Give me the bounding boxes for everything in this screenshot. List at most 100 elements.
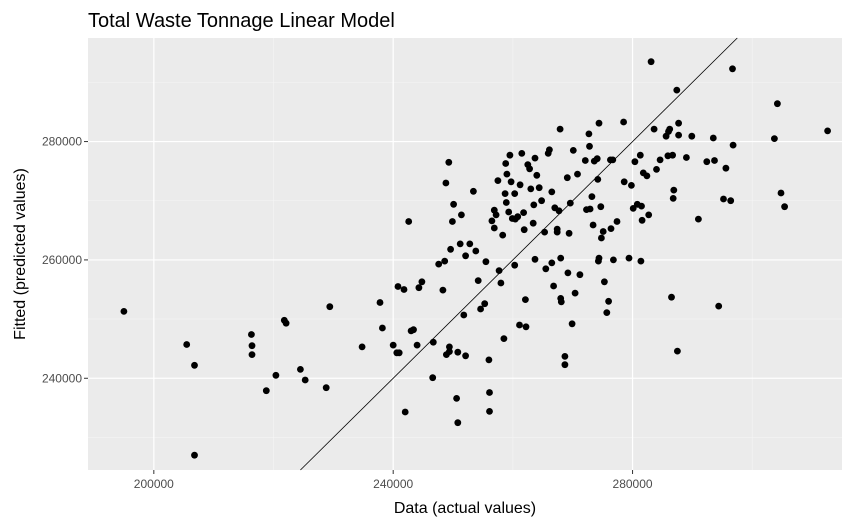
data-point [781,203,788,210]
data-point [414,342,421,349]
data-point [435,261,442,268]
data-point [557,255,564,262]
data-point [715,303,722,310]
data-point [379,325,386,332]
data-point [532,155,539,162]
data-point [410,326,417,333]
data-point [556,207,563,214]
data-point [419,278,426,285]
data-point [457,241,464,248]
data-point [596,120,603,127]
data-point [574,171,581,178]
data-point [632,158,639,165]
data-point [440,287,447,294]
data-point [548,189,555,196]
data-point [565,270,572,277]
data-point [526,165,533,172]
data-point [639,217,646,224]
chart-title: Total Waste Tonnage Linear Model [88,10,395,32]
data-point [507,152,514,159]
data-point [390,342,397,349]
data-point [491,225,498,232]
data-point [450,201,457,208]
data-point [429,374,436,381]
data-point [564,174,571,181]
data-point [248,331,255,338]
data-point [359,344,366,351]
data-point [626,255,633,262]
data-point [483,258,490,265]
data-point [538,197,545,204]
data-point [521,226,528,233]
data-point [824,127,831,134]
data-point [511,262,518,269]
data-point [430,339,437,346]
data-point [401,286,408,293]
data-point [458,212,465,219]
data-point [530,202,537,209]
data-point [688,133,695,140]
data-point [600,228,607,235]
data-point [462,352,469,359]
data-point [628,182,635,189]
data-point [416,284,423,291]
data-point [517,181,524,188]
data-point [653,166,660,173]
data-point [727,197,734,204]
data-point [516,322,523,329]
data-point [489,218,496,225]
data-point [454,349,461,356]
data-point [533,172,540,179]
data-point [472,248,479,255]
data-point [445,159,452,166]
data-point [503,199,510,206]
data-point [577,271,584,278]
data-point [644,173,651,180]
data-point [582,157,589,164]
data-point [508,178,515,185]
data-point [670,195,677,202]
data-point [502,160,509,167]
data-point [542,265,549,272]
data-point [518,150,525,157]
data-point [572,290,579,297]
data-point [191,362,198,369]
x-axis-ticks: 200000 240000 280000 [134,470,653,491]
data-point [675,120,682,127]
data-point [587,206,594,213]
data-point [191,452,198,459]
data-point [590,222,597,229]
x-tick-label: 200000 [134,477,174,491]
data-point [558,299,565,306]
data-point [249,351,256,358]
data-point [729,65,736,72]
x-axis-title: Data (actual values) [394,500,536,517]
data-point [603,309,610,316]
data-point [475,277,482,284]
data-point [495,177,502,184]
data-point [586,131,593,138]
data-point [481,300,488,307]
data-point [446,344,453,351]
data-point [502,190,509,197]
data-point [297,366,304,373]
data-point [670,187,677,194]
data-point [610,257,617,264]
data-point [505,209,512,216]
data-point [522,296,529,303]
data-point [466,241,473,248]
data-point [523,323,530,330]
data-point [550,283,557,290]
data-point [657,157,664,164]
data-point [651,126,658,133]
data-point [614,218,621,225]
data-point [441,258,448,265]
data-point [273,372,280,379]
data-point [501,335,508,342]
data-point [511,190,518,197]
data-point [596,255,603,262]
data-point [449,218,456,225]
y-axis-ticks: 240000 260000 280000 [42,135,88,386]
data-point [447,246,454,253]
data-point [589,193,596,200]
